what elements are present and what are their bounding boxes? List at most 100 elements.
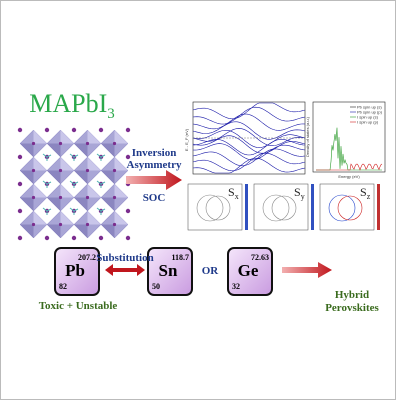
spin-label: Sz bbox=[360, 185, 371, 201]
octahedron-face bbox=[87, 157, 101, 171]
octahedron-face bbox=[114, 211, 128, 225]
label: Asymmetry bbox=[127, 159, 182, 171]
octahedron-face bbox=[60, 157, 74, 171]
axis-label: Energy (eV) bbox=[338, 174, 360, 179]
molecule bbox=[69, 207, 79, 215]
perovskite-lattice bbox=[17, 127, 131, 241]
title: MAPbI3 bbox=[29, 89, 115, 122]
element-box bbox=[54, 247, 100, 296]
atom bbox=[31, 222, 36, 227]
spin-symbol: S bbox=[228, 185, 235, 199]
octahedron-face bbox=[114, 184, 128, 198]
atom bbox=[71, 127, 77, 133]
atom bbox=[98, 127, 104, 133]
octahedron-face bbox=[47, 224, 61, 238]
atom bbox=[17, 208, 23, 214]
spin-contour bbox=[205, 195, 231, 221]
molecule bbox=[96, 180, 106, 188]
atomic-number: 32 bbox=[232, 282, 240, 291]
element-symbol: Ge bbox=[238, 261, 259, 280]
spin-sub: y bbox=[301, 192, 305, 201]
spin-contour bbox=[271, 195, 297, 221]
octahedron-face bbox=[114, 130, 128, 144]
octahedron-face bbox=[101, 143, 115, 157]
label: Inversion bbox=[132, 147, 177, 159]
spin-label: Sx bbox=[228, 185, 239, 201]
double-arrow bbox=[105, 264, 145, 276]
spin-contour bbox=[337, 195, 363, 221]
label: Substitution bbox=[96, 252, 153, 264]
legend-entry: Pb spin up (p) bbox=[357, 110, 383, 115]
atomic-mass: 118.7 bbox=[171, 253, 189, 262]
octahedron-face bbox=[101, 224, 115, 238]
plot-frame bbox=[312, 101, 386, 173]
octahedron-face bbox=[60, 184, 74, 198]
molecule bbox=[42, 180, 52, 188]
octahedron-face bbox=[101, 170, 115, 184]
band-line bbox=[192, 157, 306, 174]
atom bbox=[58, 141, 63, 146]
atom bbox=[112, 222, 117, 227]
atom bbox=[112, 168, 117, 173]
band-line bbox=[192, 152, 306, 172]
molecule bbox=[42, 153, 52, 161]
atom bbox=[17, 154, 23, 160]
atom bbox=[31, 141, 36, 146]
atom bbox=[31, 168, 36, 173]
label: OR bbox=[202, 265, 220, 277]
atom bbox=[125, 127, 131, 133]
atom bbox=[31, 195, 36, 200]
molecule bbox=[96, 153, 106, 161]
band-line bbox=[192, 148, 306, 167]
octahedron-face bbox=[33, 184, 47, 198]
dos-curve bbox=[316, 163, 383, 171]
band-line bbox=[192, 130, 306, 148]
band-line bbox=[192, 139, 306, 156]
atom bbox=[44, 127, 50, 133]
atom bbox=[85, 141, 90, 146]
legend-entry: Pb spin up (s) bbox=[357, 105, 382, 110]
octahedron-face bbox=[60, 211, 74, 225]
octahedron-face bbox=[33, 211, 47, 225]
atom bbox=[85, 168, 90, 173]
band-plot: E - E_F (eV) bbox=[184, 101, 306, 175]
atomic-mass: 207.2 bbox=[78, 253, 96, 262]
label: SOC bbox=[143, 192, 166, 204]
atom bbox=[71, 235, 77, 241]
atomic-number: 82 bbox=[59, 282, 67, 291]
legend-entry: I spin up (p) bbox=[357, 120, 379, 125]
octahedron-face bbox=[20, 224, 34, 238]
band-line bbox=[192, 102, 306, 120]
octahedron-face bbox=[20, 143, 34, 157]
octahedron-face bbox=[47, 143, 61, 157]
octahedron-face bbox=[20, 197, 34, 211]
molecule bbox=[69, 180, 79, 188]
octahedron-face bbox=[74, 224, 88, 238]
molecule bbox=[96, 207, 106, 215]
atom bbox=[58, 195, 63, 200]
atom bbox=[17, 235, 23, 241]
band-line bbox=[192, 143, 306, 161]
spin-sub: x bbox=[235, 192, 239, 201]
arrow bbox=[282, 262, 332, 278]
octahedron-face bbox=[114, 157, 128, 171]
label: Toxic + Unstable bbox=[39, 300, 118, 312]
legend-entry: I spin up (s) bbox=[357, 115, 379, 120]
spin-label: Sy bbox=[294, 185, 305, 201]
arrow bbox=[126, 170, 182, 190]
atom bbox=[125, 154, 131, 160]
octahedron-face bbox=[74, 143, 88, 157]
octahedron-face bbox=[101, 197, 115, 211]
spin-symbol: S bbox=[360, 185, 367, 199]
band-line bbox=[192, 128, 306, 146]
element-symbol: Pb bbox=[65, 261, 85, 280]
octahedron-face bbox=[87, 184, 101, 198]
element-box bbox=[227, 247, 273, 296]
spin-contour bbox=[196, 194, 224, 222]
band-line bbox=[192, 106, 306, 125]
atom bbox=[58, 222, 63, 227]
atom bbox=[98, 235, 104, 241]
atom bbox=[85, 222, 90, 227]
molecule bbox=[42, 207, 52, 215]
